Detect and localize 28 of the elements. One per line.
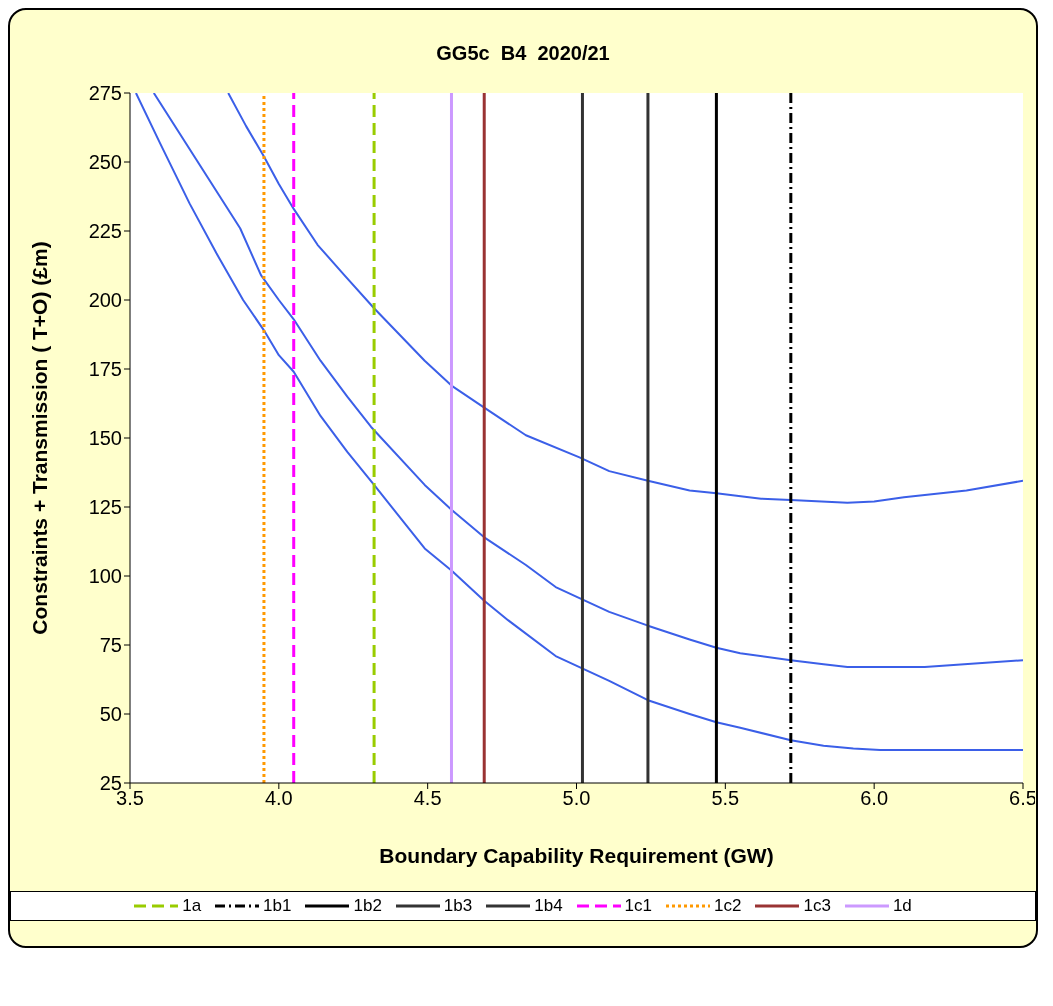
y-tick-label: 225 bbox=[88, 220, 122, 243]
x-tick-label: 6.0 bbox=[860, 787, 889, 810]
legend-label: 1c2 bbox=[713, 896, 742, 916]
chart-title: GG5c B4 2020/21 bbox=[435, 42, 611, 65]
y-tick-label: 200 bbox=[88, 289, 122, 312]
y-tick-label: 125 bbox=[88, 496, 122, 519]
x-tick-label: 4.0 bbox=[264, 787, 293, 810]
x-tick-label: 5.5 bbox=[711, 787, 740, 810]
legend-label: 1b3 bbox=[442, 896, 473, 916]
legend-label: 1b4 bbox=[533, 896, 563, 916]
legend-label: 1a bbox=[181, 896, 202, 916]
y-tick-label: 275 bbox=[88, 82, 122, 105]
x-tick-label: 4.5 bbox=[413, 787, 442, 810]
legend-label: 1c1 bbox=[623, 896, 653, 916]
y-tick-label: 150 bbox=[88, 427, 122, 450]
x-axis-title: Boundary Capability Requirement (GW) bbox=[379, 844, 774, 867]
y-tick-label: 75 bbox=[99, 634, 122, 657]
x-tick-label: 5.0 bbox=[562, 787, 591, 810]
legend-label: 1b2 bbox=[352, 896, 382, 916]
y-tick-label: 250 bbox=[88, 151, 122, 174]
legend-label: 1b1 bbox=[262, 896, 292, 916]
legend-label: 1c3 bbox=[802, 896, 831, 916]
y-tick-label: 100 bbox=[88, 565, 122, 588]
legend-label: 1d bbox=[891, 896, 912, 916]
y-tick-label: 50 bbox=[99, 703, 122, 726]
y-axis-title: Constraints + Transmission ( T+O) (£m) bbox=[28, 241, 52, 635]
line-series bbox=[227, 93, 1023, 504]
y-tick-label: 175 bbox=[88, 358, 122, 381]
